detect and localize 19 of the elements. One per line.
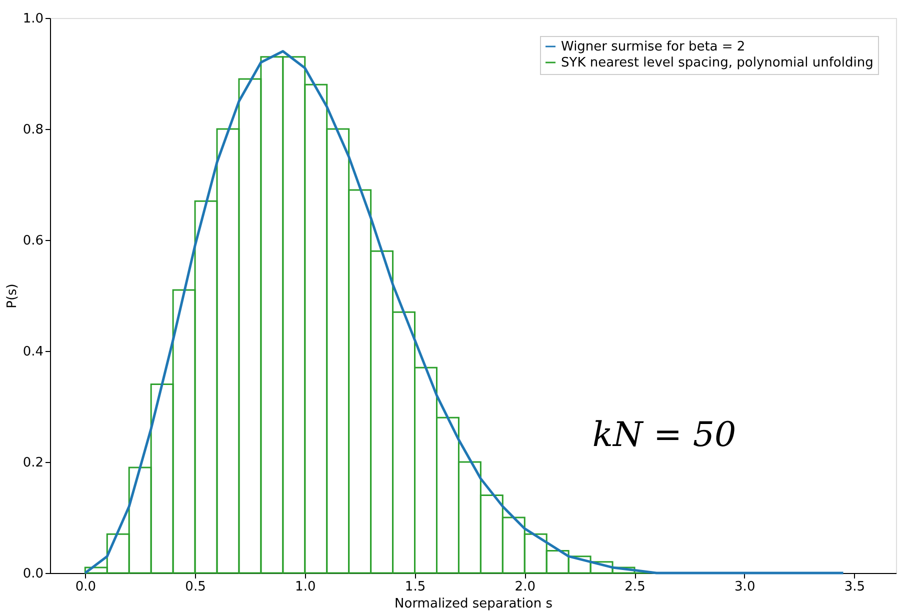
y-axis-title: P(s) xyxy=(4,284,20,308)
x-tick-label: 2.0 xyxy=(514,580,536,594)
x-tick-label: 0.5 xyxy=(185,580,206,594)
y-tick-label: 0.8 xyxy=(22,122,44,138)
y-tick-label: 0.2 xyxy=(22,456,44,470)
annotation: kN = 50 xyxy=(592,415,736,456)
y-tick-label: 0.4 xyxy=(22,344,44,360)
x-tick-label: 1.5 xyxy=(404,580,426,594)
legend-label: Wigner surmise for beta = 2 xyxy=(561,40,746,54)
x-tick-label: 2.5 xyxy=(624,580,646,594)
y-tick-label: 1.0 xyxy=(22,12,44,26)
legend-label: SYK nearest level spacing, polynomial unfolding xyxy=(561,56,874,70)
x-tick-label: 3.0 xyxy=(734,580,756,594)
y-tick-label: 0.0 xyxy=(22,566,44,582)
x-tick-label: 1.0 xyxy=(295,580,316,594)
x-tick-label: 3.5 xyxy=(844,580,866,594)
x-axis-title: Normalized separation s xyxy=(394,596,553,612)
y-tick-label: 0.6 xyxy=(22,234,44,248)
x-tick-label: 0.0 xyxy=(75,580,96,594)
